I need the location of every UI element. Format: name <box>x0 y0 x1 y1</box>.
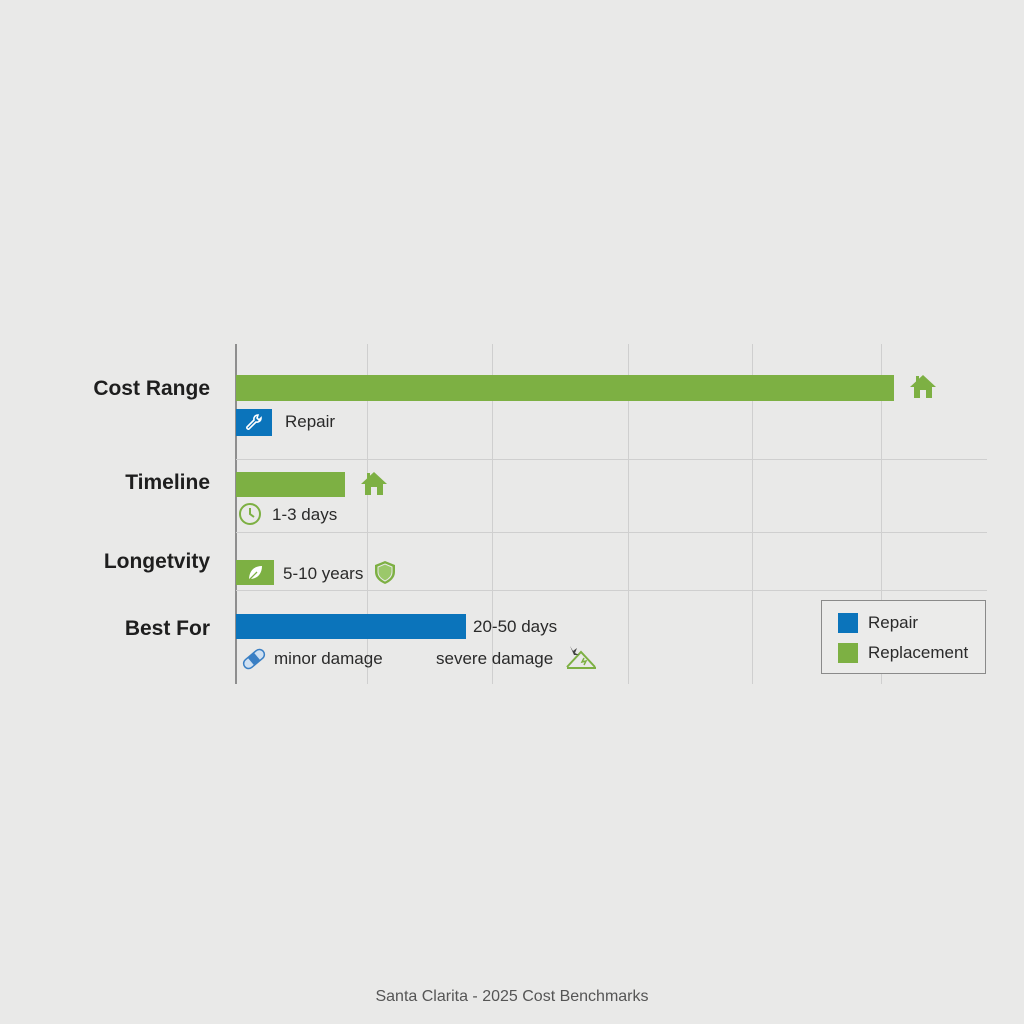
damaged-roof-icon <box>564 643 598 671</box>
bar-best-for-repair <box>236 614 466 639</box>
row-separator <box>236 459 987 460</box>
row-label-cost-range: Cost Range <box>93 377 210 400</box>
clock-icon <box>238 502 262 526</box>
grid-line <box>881 344 882 684</box>
legend-swatch-replacement <box>838 643 858 663</box>
bandage-icon <box>240 646 268 672</box>
house-icon <box>908 372 938 400</box>
legend-item-replacement: Replacement <box>838 643 968 663</box>
annotation-severe-damage: severe damage <box>436 649 554 668</box>
grid-line <box>367 344 368 684</box>
annotation-1-3-days: 1-3 days <box>272 505 338 524</box>
legend: Repair Replacement <box>821 600 986 674</box>
chart-footer-caption: Santa Clarita - 2025 Cost Benchmarks <box>375 988 649 1005</box>
shield-icon <box>373 559 397 585</box>
row-label-best-for: Best For <box>124 617 210 640</box>
annotation-5-10-years: 5-10 years <box>283 564 364 583</box>
bar-cost-range-replacement <box>236 375 894 401</box>
y-axis-line <box>235 344 237 684</box>
grid-line <box>492 344 493 684</box>
row-separator <box>236 590 987 591</box>
bar-timeline-replacement <box>236 472 345 497</box>
annotation-repair: Repair <box>285 412 336 431</box>
legend-item-repair: Repair <box>838 613 918 633</box>
wrench-icon <box>236 409 272 436</box>
annotation-minor-damage: minor damage <box>274 649 383 668</box>
grid-line <box>628 344 629 684</box>
row-label-timeline: Timeline <box>125 471 210 494</box>
legend-label-replacement: Replacement <box>868 643 969 662</box>
row-label-longevity: Longetvity <box>103 550 210 573</box>
grid-line <box>752 344 753 684</box>
row-separator <box>236 532 987 533</box>
leaf-icon <box>236 560 274 585</box>
annotation-20-50-days: 20-50 days <box>473 617 558 636</box>
house-icon <box>359 469 389 497</box>
legend-swatch-repair <box>838 613 858 633</box>
legend-label-repair: Repair <box>868 613 919 632</box>
